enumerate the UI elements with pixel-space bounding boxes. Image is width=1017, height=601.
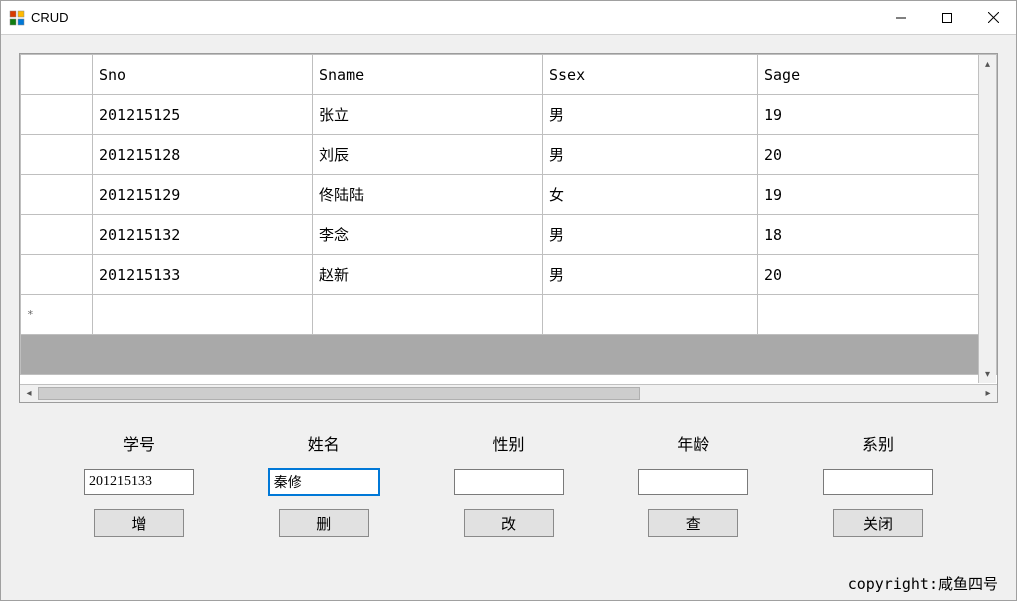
row-header[interactable]	[21, 215, 93, 255]
label-sname: 姓名	[308, 431, 340, 455]
copyright-label: copyright:咸鱼四号	[848, 573, 998, 594]
input-sage[interactable]	[638, 469, 748, 495]
scroll-left-icon[interactable]: ◂	[20, 385, 38, 402]
row-header[interactable]	[21, 95, 93, 135]
input-sdept[interactable]	[823, 469, 933, 495]
grid-hscrollbar[interactable]: ◂ ▸	[20, 384, 997, 402]
table-row[interactable]: 201215125张立男19	[21, 95, 997, 135]
cell-sage[interactable]: 18	[758, 215, 997, 255]
input-sno[interactable]	[84, 469, 194, 495]
form-col-sno: 学号增	[69, 431, 209, 537]
cell-sage[interactable]: 20	[758, 255, 997, 295]
form-panel: 学号增姓名删性别改年龄查系别关闭	[19, 431, 998, 537]
vscroll-track[interactable]	[979, 73, 996, 365]
app-window: CRUD	[0, 0, 1017, 601]
row-header[interactable]	[21, 175, 93, 215]
cell-sno[interactable]: 201215133	[93, 255, 313, 295]
row-header[interactable]	[21, 135, 93, 175]
col-header-sno[interactable]: Sno	[93, 55, 313, 95]
label-ssex: 性别	[492, 431, 524, 455]
cell-sno[interactable]: 201215132	[93, 215, 313, 255]
window-controls	[878, 1, 1016, 34]
scroll-down-icon[interactable]: ▾	[979, 365, 996, 383]
button-sno[interactable]: 增	[94, 509, 184, 537]
hscroll-thumb[interactable]	[38, 387, 640, 400]
client-area: Sno Sname Ssex Sage 201215125张立男19201215…	[1, 35, 1016, 600]
cell-ssex[interactable]: 男	[543, 95, 758, 135]
cell-sno[interactable]: 201215125	[93, 95, 313, 135]
app-icon	[9, 10, 25, 26]
hscroll-track[interactable]	[38, 385, 979, 402]
scroll-right-icon[interactable]: ▸	[979, 385, 997, 402]
cell-sno[interactable]: 201215129	[93, 175, 313, 215]
cell-sname[interactable]: 刘辰	[313, 135, 543, 175]
cell-sname[interactable]: 张立	[313, 95, 543, 135]
label-sdept: 系别	[862, 431, 894, 455]
table-row[interactable]: 201215133赵新男20	[21, 255, 997, 295]
label-sno: 学号	[123, 431, 155, 455]
col-header-ssex[interactable]: Ssex	[543, 55, 758, 95]
cell-ssex[interactable]: 男	[543, 215, 758, 255]
button-sdept[interactable]: 关闭	[833, 509, 923, 537]
grid-corner	[21, 55, 93, 95]
row-header[interactable]	[21, 255, 93, 295]
cell-sage[interactable]: 19	[758, 95, 997, 135]
button-sname[interactable]: 删	[279, 509, 369, 537]
grid-vscrollbar[interactable]: ▴ ▾	[978, 55, 996, 383]
scroll-up-icon[interactable]: ▴	[979, 55, 996, 73]
minimize-button[interactable]	[878, 1, 924, 34]
cell-ssex[interactable]: 男	[543, 135, 758, 175]
cell-sno[interactable]: 201215128	[93, 135, 313, 175]
titlebar: CRUD	[1, 1, 1016, 35]
button-ssex[interactable]: 改	[464, 509, 554, 537]
table-row[interactable]: 201215128刘辰男20	[21, 135, 997, 175]
form-col-ssex: 性别改	[439, 431, 579, 537]
form-col-sage: 年龄查	[623, 431, 763, 537]
cell-sage[interactable]: 20	[758, 135, 997, 175]
close-button[interactable]	[970, 1, 1016, 34]
new-row-marker: *	[21, 295, 93, 335]
maximize-button[interactable]	[924, 1, 970, 34]
input-sname[interactable]	[269, 469, 379, 495]
cell-sname[interactable]: 佟陆陆	[313, 175, 543, 215]
cell-ssex[interactable]: 女	[543, 175, 758, 215]
cell-sage[interactable]: 19	[758, 175, 997, 215]
window-title: CRUD	[31, 10, 878, 25]
form-col-sdept: 系别关闭	[808, 431, 948, 537]
grid-filler	[21, 335, 997, 375]
label-sage: 年龄	[677, 431, 709, 455]
col-header-sage[interactable]: Sage	[758, 55, 997, 95]
cell-ssex[interactable]: 男	[543, 255, 758, 295]
data-grid[interactable]: Sno Sname Ssex Sage 201215125张立男19201215…	[19, 53, 998, 403]
input-ssex[interactable]	[454, 469, 564, 495]
table-row[interactable]: 201215129佟陆陆女19	[21, 175, 997, 215]
cell-sname[interactable]: 赵新	[313, 255, 543, 295]
new-row[interactable]: *	[21, 295, 997, 335]
table-row[interactable]: 201215132李念男18	[21, 215, 997, 255]
grid-header-row: Sno Sname Ssex Sage	[21, 55, 997, 95]
button-sage[interactable]: 查	[648, 509, 738, 537]
form-col-sname: 姓名删	[254, 431, 394, 537]
col-header-sname[interactable]: Sname	[313, 55, 543, 95]
cell-sname[interactable]: 李念	[313, 215, 543, 255]
